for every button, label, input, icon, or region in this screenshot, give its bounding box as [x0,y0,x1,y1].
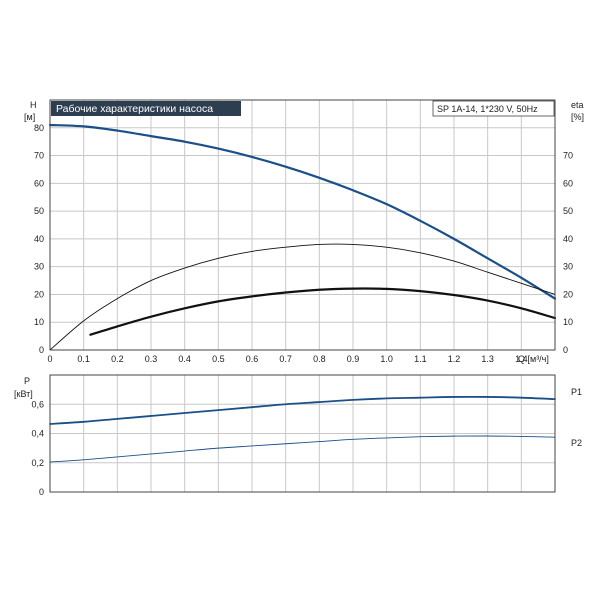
x-tick-label: 0.6 [246,354,259,364]
y-left-tick-label: 70 [34,151,44,161]
y-axis-left-unit: [м] [24,112,35,122]
head-curve [48,123,557,300]
x-tick-label: 0.2 [111,354,124,364]
top-chart-frame [49,99,556,351]
y-left-tick-label: 30 [34,262,44,272]
bottom-y-tick-label: 0,2 [31,458,44,468]
y-right-tick-label: 30 [563,262,573,272]
top-chart-curves [48,123,557,351]
power-curve-p1 [49,395,556,425]
y-left-tick-label: 10 [34,317,44,327]
series-label-p2: P2 [571,438,582,448]
bottom-y-axis-unit: [кВт] [14,389,33,399]
bottom-y-tick-label: 0,4 [31,429,44,439]
bottom-y-tick-label: 0,6 [31,399,44,409]
x-tick-label: 1.1 [414,354,427,364]
x-tick-label: 0.7 [279,354,292,364]
bottom-y-axis-symbol: P [24,376,30,386]
chart-title: Рабочие характеристики насоса [56,103,213,115]
y-left-tick-label: 20 [34,289,44,299]
y-right-tick-label: 10 [563,317,573,327]
y-right-tick-label: 60 [563,178,573,188]
x-tick-label: 0.5 [212,354,225,364]
y-left-tick-label: 0 [39,345,44,355]
chart-subtitle: SP 1A-14, 1*230 V, 50Hz [437,104,538,114]
x-axis-label: Q [м³/ч] [518,354,549,364]
y-left-tick-label: 50 [34,206,44,216]
y-left-tick-label: 60 [34,178,44,188]
top-chart-grid [49,100,555,351]
bottom-chart-frame [49,374,556,493]
x-tick-label: 0.1 [77,354,90,364]
x-tick-label: 1.2 [448,354,461,364]
chart-title-box [51,101,241,116]
y-right-tick-label: 0 [563,345,568,355]
y-axis-right-symbol: eta [571,100,584,110]
y-right-tick-label: 20 [563,289,573,299]
x-tick-label: 1.3 [481,354,494,364]
top-chart-tick-labels: 0 0.1 0.2 0.3 0.4 0.5 0.6 0.7 0.8 0.9 1.0 1.1 1.2 1.3… [34,123,573,364]
y-left-tick-label: 40 [34,234,44,244]
bottom-chart-grid [49,375,555,493]
x-tick-label: 0.4 [178,354,191,364]
y-right-tick-label: 40 [563,234,573,244]
power-curve-p2 [49,435,556,463]
chart-subtitle-box [432,100,555,117]
efficiency-curve [49,243,556,351]
series-label-p1: P1 [571,387,582,397]
y-right-tick-label: 50 [563,206,573,216]
bottom-chart-curves [49,395,556,463]
x-tick-label: 1.4 [515,354,528,364]
x-tick-label: 0.3 [145,354,158,364]
x-tick-label: 0.9 [347,354,360,364]
y-axis-left-symbol: H [30,100,37,110]
bottom-chart-tick-labels: 0 0,2 0,4 0,6 [31,399,44,497]
bottom-y-tick-label: 0 [39,487,44,497]
efficiency-curve-bold [89,287,557,336]
x-tick-label: 0 [47,354,52,364]
y-left-tick-label: 80 [34,123,44,133]
x-tick-label: 1.0 [380,354,393,364]
x-tick-label: 0.8 [313,354,326,364]
y-axis-right-unit: [%] [571,112,584,122]
y-right-tick-label: 70 [563,151,573,161]
